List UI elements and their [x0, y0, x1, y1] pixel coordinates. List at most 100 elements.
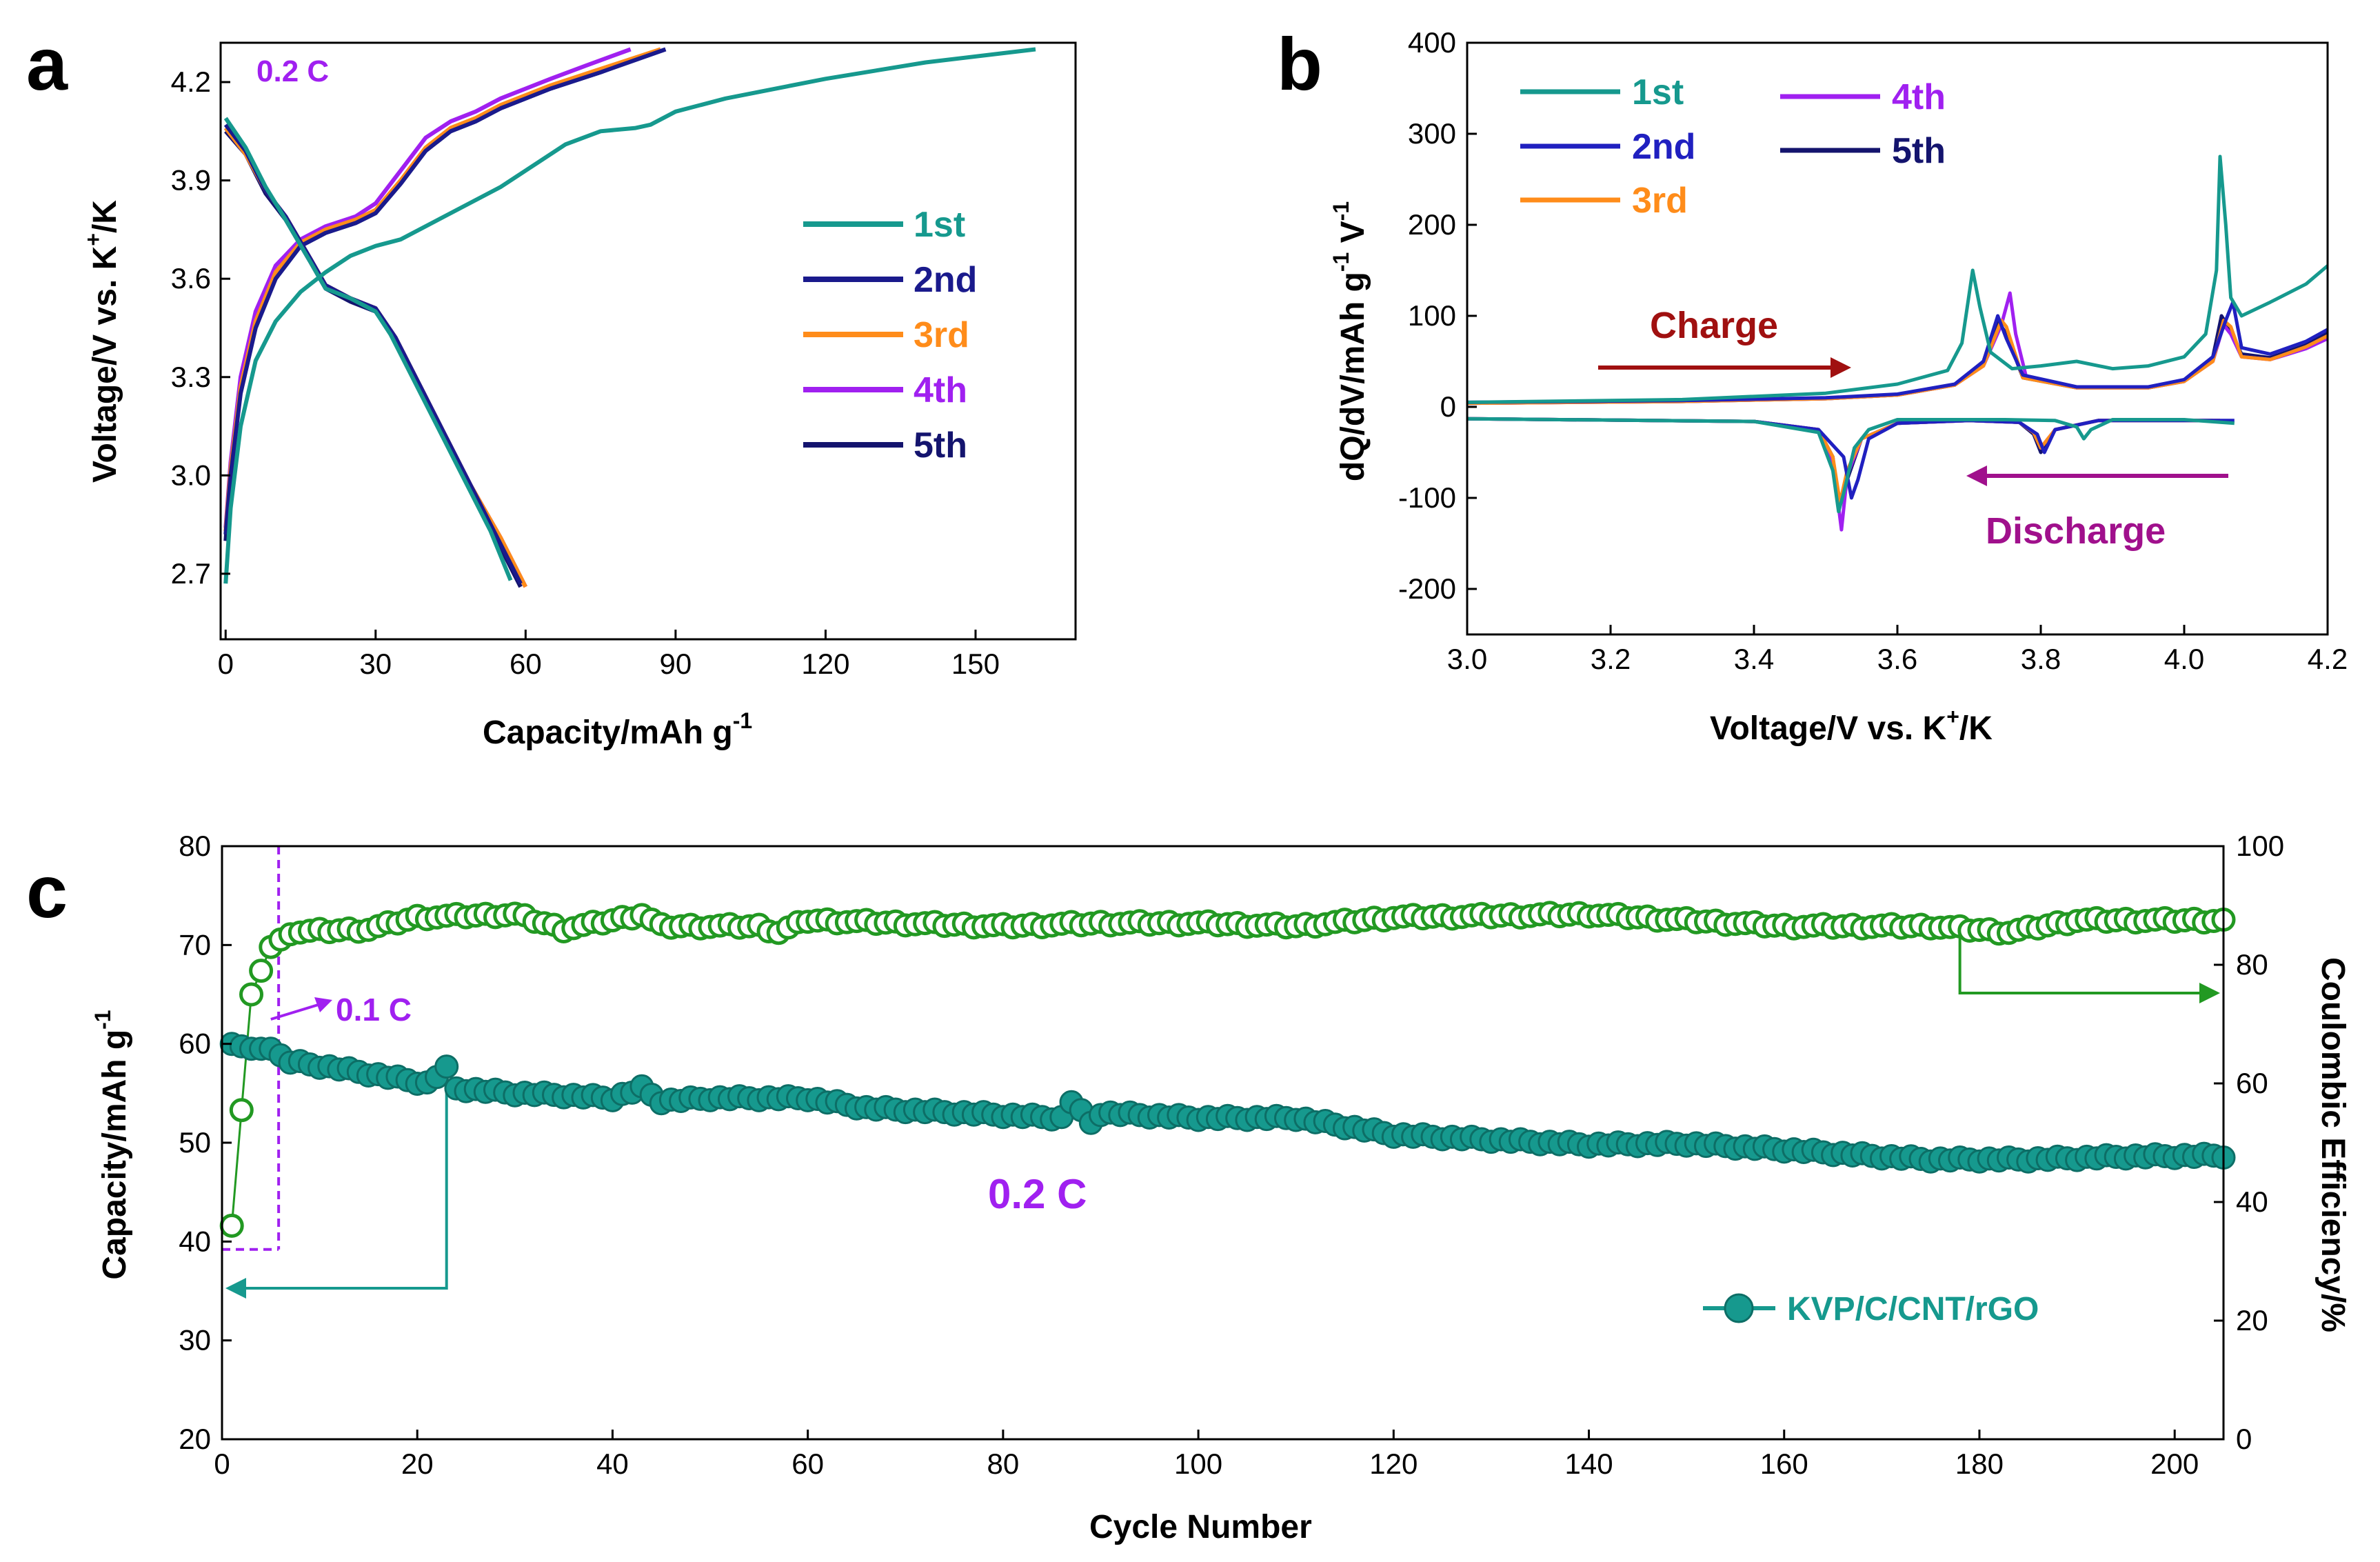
- b-ytick-label: 100: [1408, 299, 1456, 332]
- c-ytick-label: 80: [179, 830, 211, 862]
- c-y2tick-label: 0: [2236, 1423, 2252, 1455]
- panel-b-xlabel: Voltage/V vs. K+/K: [1710, 704, 1993, 747]
- b-xtick-label: 3.0: [1447, 643, 1487, 675]
- c-ytick-label: 40: [179, 1225, 211, 1257]
- legend-label: KVP/C/CNT/rGO: [1787, 1291, 2039, 1328]
- legend-b-label-3rd: 3rd: [1632, 181, 1688, 221]
- curve-a-4th-charge: [223, 47, 632, 528]
- efficiency-axis-pointer: [1958, 926, 2203, 994]
- panel-b-ylabel: dQ/dV/mAh g-1 V-1: [1329, 201, 1371, 481]
- legend-a-label-1st: 1st: [914, 205, 965, 245]
- a-ytick-label: 3.9: [171, 164, 211, 197]
- c-y2tick-label: 80: [2236, 948, 2268, 981]
- c-xtick-label: 160: [1760, 1448, 1808, 1480]
- curve-a-3rd-charge: [223, 47, 662, 532]
- legend-a-label-4th: 4th: [914, 370, 967, 410]
- legend-a-label-5th: 5th: [914, 425, 967, 465]
- panel-c-legend: KVP/C/CNT/rGO: [1703, 1291, 2039, 1328]
- b-ytick-label: 300: [1408, 117, 1456, 150]
- capacity-axis-pointer-head: [225, 1278, 246, 1299]
- c-ytick-label: 20: [179, 1423, 211, 1455]
- b-ytick-label: 200: [1408, 208, 1456, 241]
- efficiency-axis-pointer-head: [2199, 983, 2220, 1003]
- c-y2tick-label: 100: [2236, 830, 2284, 862]
- a-ytick-label: 4.2: [171, 66, 211, 98]
- legend-a-label-3rd: 3rd: [914, 315, 969, 355]
- panel-b-discharge-arrow-head: [1966, 465, 1987, 486]
- panel-label-a: a: [26, 22, 68, 106]
- a-xtick-label: 90: [660, 648, 692, 680]
- efficiency-point: [219, 1213, 244, 1238]
- curve-b-2nd-charge: [1466, 300, 2329, 404]
- panel-a-frame: [219, 41, 1077, 641]
- curve-b-4th-charge: [1466, 291, 2329, 405]
- panel-b-charge-label: Charge: [1650, 305, 1778, 346]
- c-xtick-label: 180: [1955, 1448, 2004, 1480]
- capacity-axis-pointer: [243, 1068, 448, 1290]
- a-ytick-label: 3.6: [171, 262, 211, 294]
- panel-b-discharge-label: Discharge: [1986, 510, 2166, 552]
- legend-b-label-5th: 5th: [1892, 131, 1946, 171]
- legend-marker: [1724, 1293, 1754, 1323]
- panel-a-plot: [223, 47, 1036, 588]
- c-ytick-label: 60: [179, 1028, 211, 1060]
- c-ytick-label: 70: [179, 928, 211, 961]
- a-xtick-label: 60: [510, 648, 542, 680]
- curve-a-2nd-charge: [223, 47, 667, 535]
- b-ytick-label: -200: [1398, 572, 1456, 605]
- curve-b-1st-charge: [1466, 154, 2329, 404]
- c-xtick-label: 100: [1174, 1448, 1222, 1480]
- c-xtick-label: 140: [1564, 1448, 1613, 1480]
- panel-a-legend: 1st 2nd 3rd 4th 5th: [803, 205, 977, 465]
- curve-a-1st-discharge: [223, 117, 513, 581]
- efficiency-point: [249, 959, 274, 983]
- panel-a-ylabel: Voltage/V vs. K+/K: [81, 200, 123, 483]
- a-xtick-label: 150: [951, 648, 1000, 680]
- panel-b-legend: 1st 2nd 3rd 4th 5th: [1520, 72, 1946, 221]
- panel-c-rate-01: 0.1 C: [336, 992, 412, 1028]
- b-xtick-label: 3.2: [1591, 643, 1631, 675]
- panel-c-ylabel: Capacity/mAh g-1: [90, 1010, 133, 1279]
- c-xtick-label: 20: [401, 1448, 434, 1480]
- curve-a-5th-charge: [223, 47, 662, 541]
- c-y2tick-label: 60: [2236, 1067, 2268, 1099]
- b-xtick-label: 4.2: [2308, 643, 2348, 675]
- curve-a-1st-charge: [223, 47, 1036, 584]
- c-xtick-label: 60: [791, 1448, 824, 1480]
- c-xtick-label: 40: [596, 1448, 629, 1480]
- panel-a-rate-label: 0.2 C: [256, 54, 329, 88]
- b-xtick-label: 4.0: [2164, 643, 2204, 675]
- curve-b-5th-charge: [1466, 314, 2329, 405]
- c-xtick-label: 200: [2150, 1448, 2199, 1480]
- a-ytick-label: 3.3: [171, 361, 211, 393]
- panel-c-plot: [219, 846, 2236, 1299]
- rate-01-arrow-head: [314, 997, 332, 1012]
- panel-c-rate-02: 0.2 C: [988, 1171, 1087, 1217]
- c-y2tick-label: 20: [2236, 1304, 2268, 1336]
- panel-b-charge-arrow-head: [1831, 357, 1851, 378]
- b-xtick-label: 3.4: [1734, 643, 1774, 675]
- legend-b-label-2nd: 2nd: [1632, 127, 1695, 167]
- efficiency-point: [229, 1098, 254, 1123]
- c-xtick-label: 120: [1369, 1448, 1418, 1480]
- capacity-point: [434, 1054, 459, 1079]
- legend-b-label-1st: 1st: [1632, 72, 1684, 112]
- panel-b-plot: [1466, 154, 2329, 532]
- panel-label-c: c: [26, 850, 68, 933]
- efficiency-initial-line: [230, 939, 281, 1226]
- a-xtick-label: 30: [359, 648, 392, 680]
- c-xtick-label: 0: [214, 1448, 230, 1480]
- c-y2tick-label: 40: [2236, 1185, 2268, 1218]
- efficiency-point: [239, 982, 263, 1007]
- c-ytick-label: 50: [179, 1126, 211, 1159]
- curve-b-1st-discharge: [1466, 417, 2235, 514]
- c-ytick-label: 30: [179, 1324, 211, 1356]
- a-xtick-label: 0: [218, 648, 234, 680]
- panel-c-y2label: Coulombic Efficiency/%: [2315, 957, 2351, 1332]
- b-ytick-label: 0: [1440, 390, 1456, 423]
- b-xtick-label: 3.6: [1877, 643, 1917, 675]
- rate-01-arrow-line: [270, 1002, 323, 1021]
- curve-b-3rd-charge: [1466, 319, 2329, 405]
- legend-a-label-2nd: 2nd: [914, 260, 977, 300]
